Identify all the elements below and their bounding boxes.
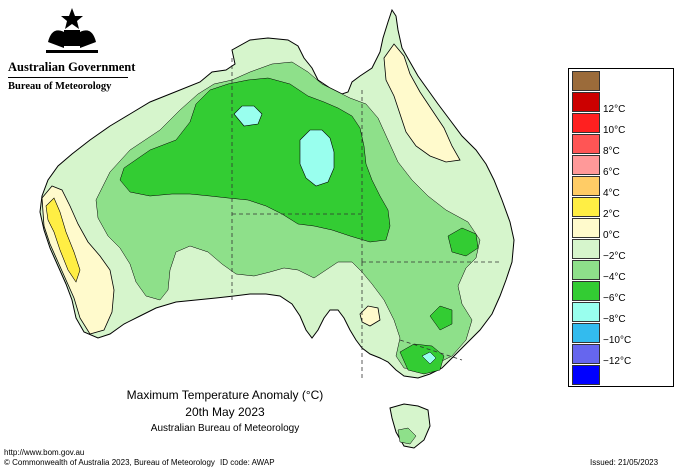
legend-swatch <box>572 281 600 301</box>
legend-label: 6°C <box>603 167 620 178</box>
legend-swatch <box>572 302 600 322</box>
legend-swatch <box>572 92 600 112</box>
anomaly-warm-qld <box>383 43 461 163</box>
anomaly-warm-wa-yellow <box>45 197 81 283</box>
legend-swatch <box>572 71 600 91</box>
footer-copyright: © Commonwealth of Australia 2023, Bureau… <box>4 458 215 467</box>
legend-swatch <box>572 113 600 133</box>
legend-swatch <box>572 197 600 217</box>
legend-label: 10°C <box>603 125 626 136</box>
legend-label: −6°C <box>603 293 626 304</box>
legend-swatch <box>572 176 600 196</box>
legend-swatch <box>572 155 600 175</box>
map-title: Maximum Temperature Anomaly (°C) <box>126 388 324 402</box>
footer-url: http://www.bom.gov.au <box>4 448 85 457</box>
tasmania-dark <box>397 427 417 445</box>
legend-swatch <box>572 344 600 364</box>
footer-issued: Issued: 21/05/2023 <box>590 458 659 467</box>
anomaly-vic-dark <box>429 305 453 331</box>
legend-label: 4°C <box>603 188 620 199</box>
state-borders <box>231 58 500 380</box>
footer-id-code: ID code: AWAP <box>220 458 275 467</box>
legend-label: −4°C <box>603 272 626 283</box>
crest-icon <box>46 8 98 53</box>
map-source: Australian Bureau of Meteorology <box>150 423 300 434</box>
government-name: Australian Government <box>8 60 136 74</box>
legend-swatch <box>572 218 600 238</box>
legend-label: −12°C <box>603 356 632 367</box>
anomaly-band-minus6 <box>119 77 391 243</box>
map-date: 20th May 2023 <box>185 405 265 419</box>
legend-label: 8°C <box>603 146 620 157</box>
anomaly-cool-west <box>233 105 263 127</box>
legend-swatch <box>572 239 600 259</box>
legend-label: −10°C <box>603 335 632 346</box>
legend-label: 2°C <box>603 209 620 220</box>
legend-swatch <box>572 260 600 280</box>
anomaly-cool-centre <box>299 129 335 187</box>
anomaly-se-cool <box>421 351 437 365</box>
legend-label: 12°C <box>603 104 626 115</box>
anomaly-se-dark <box>399 343 445 375</box>
government-branding: Australian Government Bureau of Meteorol… <box>8 60 136 92</box>
legend-label: −2°C <box>603 251 626 262</box>
government-crest <box>8 6 136 96</box>
colour-legend: 12°C 10°C 8°C 6°C 4°C 2°C 0°C −2°C −4°C −6°C −8°C −… <box>568 68 674 387</box>
legend-swatch <box>572 134 600 154</box>
legend-label: −8°C <box>603 314 626 325</box>
bureau-name: Bureau of Meteorology <box>8 81 112 92</box>
legend-label: 0°C <box>603 230 620 241</box>
legend-swatch <box>572 323 600 343</box>
legend-swatch <box>572 365 600 385</box>
anomaly-nsw-dark <box>447 227 479 257</box>
